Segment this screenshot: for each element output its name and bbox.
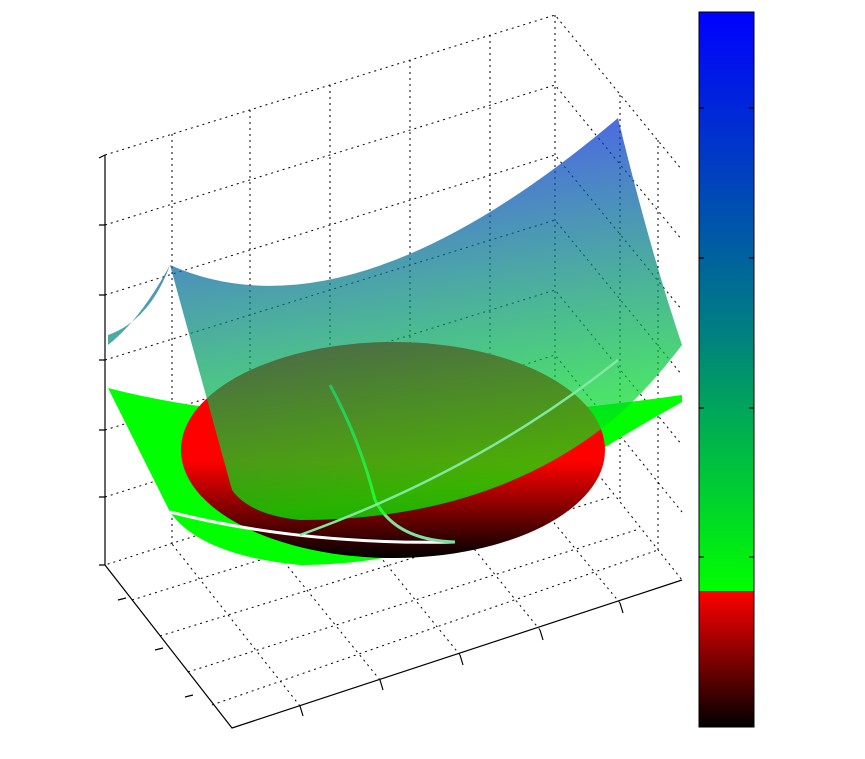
axes: [98, 154, 683, 729]
colorbar: [698, 11, 755, 728]
lower-curve: [169, 510, 456, 544]
upper-curve: [299, 359, 619, 537]
upper-surface: [108, 118, 682, 520]
surfaces: [108, 118, 682, 565]
colorbar-ticks: [699, 107, 754, 558]
